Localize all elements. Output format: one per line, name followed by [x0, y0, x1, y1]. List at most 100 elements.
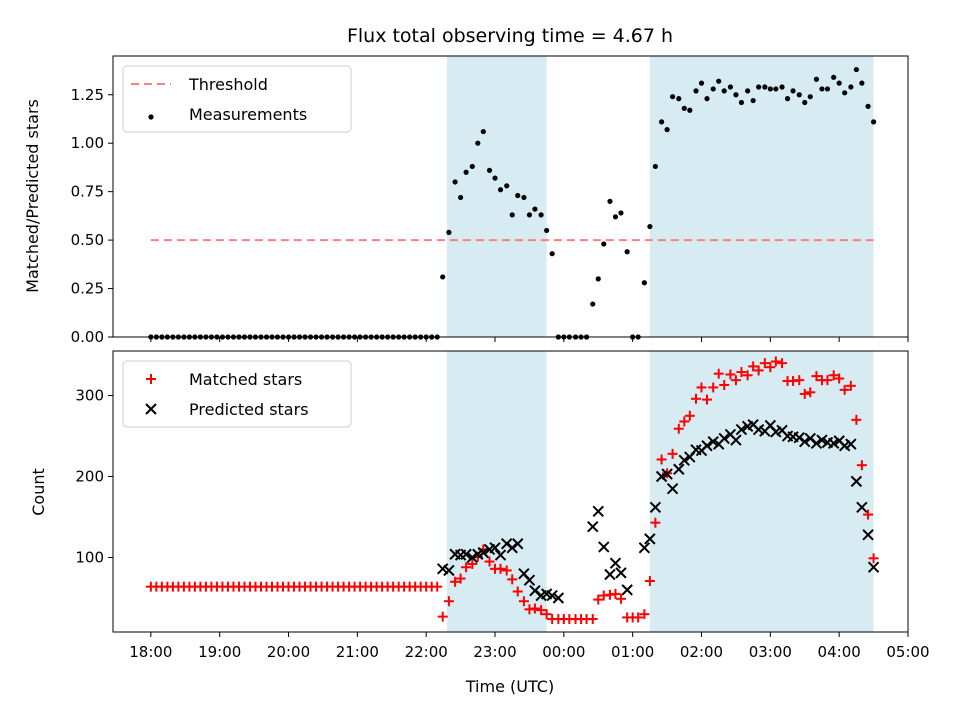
y-tick-label: 300 [75, 387, 104, 405]
predicted-star-point [666, 482, 679, 495]
measurement-point [681, 105, 687, 111]
y-tick-label: 0.25 [71, 280, 104, 298]
measurement-point [446, 229, 452, 235]
measurement-point [526, 212, 533, 218]
measurement-point [773, 86, 779, 92]
measurement-point [486, 167, 493, 173]
predicted-star-point [466, 551, 479, 564]
matched-star-point [656, 454, 667, 465]
measurement-point [457, 194, 464, 201]
x-tick-label: 04:00 [818, 643, 861, 661]
predicted-star-point [512, 538, 524, 550]
matched-star-point [529, 603, 540, 614]
matched-star-point [691, 393, 701, 404]
x-tick-label: 02:00 [680, 643, 723, 661]
predicted-star-point [615, 567, 627, 579]
matched-star-point [759, 358, 770, 369]
count-points [145, 356, 880, 625]
predicted-star-point [862, 529, 874, 541]
predicted-star-point [460, 548, 472, 560]
predicted-star-point [443, 564, 455, 577]
measurement-point [762, 84, 768, 90]
measurement-point [733, 92, 739, 98]
measurement-point [813, 76, 820, 82]
predicted-star-point [552, 592, 565, 604]
matched-star-point [536, 605, 547, 616]
predicted-star-point [701, 440, 713, 452]
measurement-point [480, 128, 486, 135]
measurement-point [859, 80, 865, 86]
measurement-point [669, 94, 676, 100]
matched-star-point [650, 517, 661, 528]
legend-box [122, 65, 352, 133]
measurement-point [842, 90, 848, 96]
measurement-point [492, 175, 498, 181]
matched-star-point [770, 356, 781, 367]
top-panel: 0.00 0.25 0.50 0.75 1.00 1.25 Matched/Predict… [23, 55, 909, 346]
matched-star-point [736, 367, 747, 378]
matched-star-point [856, 460, 867, 471]
shaded-interval [446, 351, 547, 632]
predicted-star-point [604, 568, 616, 581]
measurement-point [475, 140, 481, 146]
x-tick-label: 01:00 [611, 643, 654, 661]
measurement-point [515, 192, 521, 199]
x-axis-label: Time (UTC) [465, 677, 554, 696]
matched-star-point [708, 382, 719, 393]
measurement-point [727, 84, 734, 90]
matched-star-point [794, 375, 805, 386]
matched-star-point [667, 448, 678, 459]
matched-star-point [839, 384, 850, 395]
matched-star-point [765, 362, 776, 373]
matched-star-point [834, 373, 845, 384]
predicted-star-point [856, 501, 868, 513]
matched-star-point [828, 370, 839, 381]
measurement-point [652, 163, 658, 170]
predicted-star-point [592, 505, 604, 518]
predicted-star-point [638, 542, 651, 554]
predicted-star-point [799, 435, 811, 448]
matched-star-point [805, 387, 816, 398]
x-tick-label: 21:00 [336, 643, 379, 661]
measurement-point [676, 96, 682, 102]
matched-star-point [868, 553, 879, 564]
legend-label: Measurements [189, 105, 307, 124]
matched-star-point [644, 575, 655, 586]
x-tick-label: 03:00 [749, 643, 792, 661]
measurement-point [549, 251, 555, 257]
matched-star-point [501, 565, 512, 576]
matched-star-point [610, 588, 621, 599]
bottom-legend: Matched stars Predicted stars [122, 360, 352, 428]
top-y-axis-label: Matched/Predicted stars [23, 99, 42, 293]
matched-star-point [467, 558, 478, 569]
matched-star-point [679, 416, 690, 427]
measurement-point [698, 80, 705, 86]
y-tick-label: 200 [75, 468, 104, 486]
legend-predicted-swatch [145, 403, 157, 415]
legend-label: Predicted stars [189, 400, 309, 419]
measurement-point [721, 88, 727, 94]
matched-star-point [742, 370, 753, 381]
measurement-point [865, 103, 871, 109]
x-tick-label: 19:00 [198, 643, 241, 661]
matched-star-point [863, 509, 874, 520]
measurement-point [647, 223, 653, 230]
measurement-point [704, 96, 710, 102]
matched-star-point [730, 375, 741, 386]
measurement-point [463, 169, 469, 175]
predicted-star-point [501, 538, 513, 550]
measurement-point [538, 212, 544, 218]
measurement-point [756, 84, 762, 90]
measurement-point [440, 274, 446, 280]
measurement-point [836, 80, 842, 86]
x-tick-label: 18:00 [129, 643, 172, 661]
x-tick-label: 23:00 [473, 643, 516, 661]
measurement-point [824, 86, 831, 92]
predicted-star-point [621, 584, 633, 596]
bottom-y-ticks: 100 200 300 [75, 387, 113, 566]
predicted-star-point [477, 546, 490, 559]
measurement-point [790, 88, 796, 94]
legend-label: Matched stars [189, 370, 302, 389]
measurement-point [469, 163, 475, 170]
